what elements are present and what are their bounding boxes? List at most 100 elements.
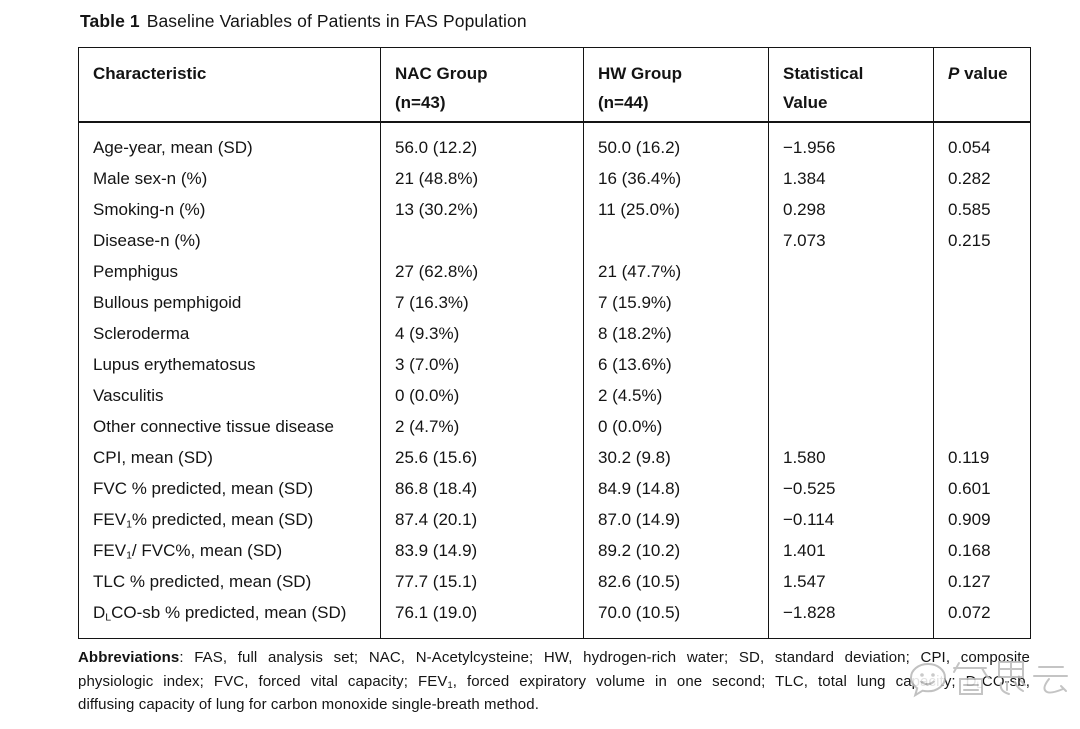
value-cell: 87.4 (20.1) — [380, 504, 584, 535]
value-cell: 11 (25.0%) — [583, 194, 769, 225]
value-cell — [933, 349, 1031, 380]
characteristic-cell: FEV1% predicted, mean (SD) — [93, 510, 314, 531]
table-row: Smoking-n (%) 13 (30.2%) 11 (25.0%) 0.298 0.… — [79, 194, 1031, 225]
footnote-line-1: Abbreviations: FAS, full analysis set; N… — [78, 646, 1030, 670]
characteristic-cell: FVC % predicted, mean (SD) — [93, 479, 314, 498]
characteristic-cell: TLC % predicted, mean (SD) — [93, 572, 312, 591]
value-cell — [933, 318, 1031, 349]
table-row: CPI, mean (SD) 25.6 (15.6) 30.2 (9.8) 1.580… — [79, 442, 1031, 473]
value-cell: 30.2 (9.8) — [583, 442, 769, 473]
value-cell — [583, 225, 769, 256]
value-cell: 50.0 (16.2) — [583, 122, 769, 163]
footnote-line-3: diffusing capacity of lung for carbon mo… — [78, 696, 539, 713]
table-row: TLC % predicted, mean (SD) 77.7 (15.1) 82.… — [79, 566, 1031, 597]
value-cell — [933, 287, 1031, 318]
column-header-nac-group: NAC Group (n=43) — [380, 47, 584, 123]
value-cell: 21 (48.8%) — [380, 163, 584, 194]
header-row: Characteristic NAC Group (n=43) HW Group (n=… — [78, 47, 1031, 123]
value-cell: 86.8 (18.4) — [380, 473, 584, 504]
value-cell: 84.9 (14.8) — [583, 473, 769, 504]
value-cell: 0.298 — [768, 194, 934, 225]
table-row: Age-year, mean (SD) 56.0 (12.2) 50.0 (16.2… — [79, 122, 1031, 163]
column-header-p-value: P value — [933, 47, 1031, 123]
column-header-line: Statistical — [783, 64, 864, 83]
characteristic-cell: Other connective tissue disease — [93, 417, 334, 436]
footnote-line-2: physiologic index; FVC, forced vital cap… — [78, 672, 1030, 690]
value-cell: 0 (0.0%) — [380, 380, 584, 411]
value-cell: 0.168 — [933, 535, 1031, 566]
table-row: Vasculitis 0 (0.0%) 2 (4.5%) — [79, 380, 1031, 411]
table-row: FEV1/ FVC%, mean (SD) 83.9 (14.9) 89.2 (10… — [79, 535, 1031, 566]
table-row: FVC % predicted, mean (SD) 86.8 (18.4) 84.… — [79, 473, 1031, 504]
value-cell: 0.282 — [933, 163, 1031, 194]
value-cell: 16 (36.4%) — [583, 163, 769, 194]
value-cell: 0.909 — [933, 504, 1031, 535]
characteristic-cell: CPI, mean (SD) — [93, 448, 213, 467]
value-cell: 83.9 (14.9) — [380, 535, 584, 566]
value-cell: 7.073 — [768, 225, 934, 256]
value-cell: 56.0 (12.2) — [380, 122, 584, 163]
value-cell: −0.114 — [768, 504, 934, 535]
value-cell: 1.547 — [768, 566, 934, 597]
value-cell: 4 (9.3%) — [380, 318, 584, 349]
characteristic-cell: FEV1/ FVC%, mean (SD) — [93, 541, 283, 562]
characteristic-cell: Bullous pemphigoid — [93, 293, 242, 312]
column-header-characteristic: Characteristic — [78, 47, 381, 123]
value-cell: 2 (4.7%) — [380, 411, 584, 442]
value-cell: 8 (18.2%) — [583, 318, 769, 349]
column-header-line: Characteristic — [93, 64, 207, 83]
table-header: Characteristic NAC Group (n=43) HW Group (n=… — [78, 47, 1031, 123]
table-title-text: Baseline Variables of Patients in FAS Po… — [146, 11, 527, 31]
value-cell: 0.119 — [933, 442, 1031, 473]
value-cell — [768, 287, 934, 318]
value-cell: 13 (30.2%) — [380, 194, 584, 225]
value-cell: 87.0 (14.9) — [583, 504, 769, 535]
characteristic-cell: DLCO-sb % predicted, mean (SD) — [93, 603, 347, 624]
column-header-line: Value — [783, 93, 828, 112]
table-row: Pemphigus 27 (62.8%) 21 (47.7%) — [79, 256, 1031, 287]
baseline-variables-table: Characteristic NAC Group (n=43) HW Group (n=… — [78, 47, 1031, 639]
table-row: Male sex-n (%) 21 (48.8%) 16 (36.4%) 1.384 0… — [79, 163, 1031, 194]
characteristic-cell: Disease-n (%) — [93, 231, 201, 250]
value-cell: 70.0 (10.5) — [583, 597, 769, 639]
table-body: Age-year, mean (SD) 56.0 (12.2) 50.0 (16.2… — [79, 122, 1031, 639]
abbreviations-label: Abbreviations — [78, 649, 180, 666]
column-header-line: (n=44) — [598, 93, 649, 112]
column-header-statistical-value: Statistical Value — [768, 47, 934, 123]
value-cell: 0.601 — [933, 473, 1031, 504]
value-cell: 0.054 — [933, 122, 1031, 163]
value-cell — [768, 380, 934, 411]
value-cell: 3 (7.0%) — [380, 349, 584, 380]
value-cell: 77.7 (15.1) — [380, 566, 584, 597]
table-title: Table 1 Baseline Variables of Patients in… — [80, 11, 527, 32]
column-header-line: P value — [948, 64, 1008, 83]
value-cell: 2 (4.5%) — [583, 380, 769, 411]
column-header-line: HW Group — [598, 64, 683, 83]
value-cell: 76.1 (19.0) — [380, 597, 584, 639]
value-cell: 82.6 (10.5) — [583, 566, 769, 597]
table-row: Bullous pemphigoid 7 (16.3%) 7 (15.9%) — [79, 287, 1031, 318]
table-row: Lupus erythematosus 3 (7.0%) 6 (13.6%) — [79, 349, 1031, 380]
footnote-line-1-text: : FAS, full analysis set; NAC, N-Acetylc… — [179, 649, 1030, 666]
value-cell — [933, 380, 1031, 411]
column-header-hw-group: HW Group (n=44) — [583, 47, 769, 123]
value-cell — [768, 349, 934, 380]
table-footnote: Abbreviations: FAS, full analysis set; N… — [78, 646, 1030, 717]
value-cell: 1.401 — [768, 535, 934, 566]
table-row: Other connective tissue disease 2 (4.7%) 0… — [79, 411, 1031, 442]
value-cell: 25.6 (15.6) — [380, 442, 584, 473]
value-cell — [380, 225, 584, 256]
value-cell: 0.127 — [933, 566, 1031, 597]
value-cell — [768, 411, 934, 442]
value-cell: 7 (15.9%) — [583, 287, 769, 318]
table-row: Disease-n (%) 7.073 0.215 — [79, 225, 1031, 256]
value-cell: 0.215 — [933, 225, 1031, 256]
value-cell — [768, 256, 934, 287]
characteristic-cell: Lupus erythematosus — [93, 355, 256, 374]
value-cell: 6 (13.6%) — [583, 349, 769, 380]
value-cell: −1.828 — [768, 597, 934, 639]
characteristic-cell: Vasculitis — [93, 386, 164, 405]
value-cell: 0 (0.0%) — [583, 411, 769, 442]
value-cell: 27 (62.8%) — [380, 256, 584, 287]
characteristic-cell: Male sex-n (%) — [93, 169, 208, 188]
